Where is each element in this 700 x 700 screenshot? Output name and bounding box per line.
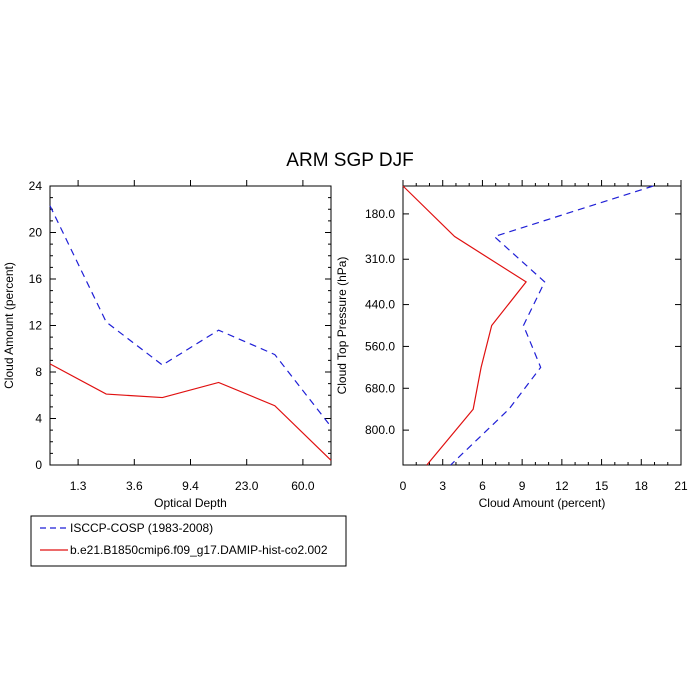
- right-xtick-label: 21: [674, 479, 688, 493]
- left-ytick-label: 24: [29, 179, 43, 193]
- right-plot-frame: [402, 185, 682, 466]
- left-xtick-label: 60.0: [291, 479, 315, 493]
- left-ytick-label: 0: [35, 458, 42, 472]
- right-xtick-label: 18: [635, 479, 649, 493]
- right-ytick-label: 680.0: [365, 381, 395, 395]
- right-ytick-label: 800.0: [365, 423, 395, 437]
- left-xtick-label: 1.3: [70, 479, 87, 493]
- left-xlabel: Optical Depth: [154, 496, 227, 510]
- left-series-line-model: [49, 363, 332, 461]
- right-ytick-label: 310.0: [365, 252, 395, 266]
- right-ylabel: Cloud Top Pressure (hPa): [335, 257, 349, 395]
- right-xlabel: Cloud Amount (percent): [479, 496, 606, 510]
- right-xtick-label: 0: [400, 479, 407, 493]
- right-ytick-label: 440.0: [365, 298, 395, 312]
- left-ylabel: Cloud Amount (percent): [2, 262, 16, 389]
- left-ytick-label: 4: [35, 412, 42, 426]
- left-series-line-obs: [49, 205, 332, 428]
- left-ytick-label: 16: [29, 272, 43, 286]
- left-plot-frame: [49, 185, 332, 466]
- right-ytick-label: 180.0: [365, 207, 395, 221]
- left-xtick-label: 3.6: [126, 479, 143, 493]
- right-xtick-label: 15: [595, 479, 609, 493]
- left-ytick-label: 12: [29, 319, 43, 333]
- right-series-line-obs: [450, 185, 654, 466]
- left-xtick-label: 9.4: [182, 479, 199, 493]
- left-ytick-label: 20: [29, 226, 43, 240]
- right-xtick-label: 3: [439, 479, 446, 493]
- chart-title: ARM SGP DJF: [286, 150, 413, 171]
- right-xtick-label: 9: [519, 479, 526, 493]
- legend-box: [30, 515, 347, 567]
- optical-depth-panel: Optical Depth Cloud Amount (percent) 0 4 8…: [2, 179, 332, 510]
- left-ytick-label: 8: [35, 365, 42, 379]
- left-xtick-label: 23.0: [235, 479, 259, 493]
- right-ytick-label: 560.0: [365, 339, 395, 353]
- right-series-line-model: [402, 185, 527, 466]
- right-xtick-label: 12: [555, 479, 569, 493]
- pressure-profile-panel: Cloud Amount (percent) Cloud Top Pressur…: [335, 180, 688, 510]
- legend: ISCCP-COSP (1983-2008) b.e21.B1850cmip6.…: [30, 515, 347, 567]
- right-xtick-label: 6: [479, 479, 486, 493]
- legend-label-obs: ISCCP-COSP (1983-2008): [70, 521, 213, 535]
- legend-label-model: b.e21.B1850cmip6.f09_g17.DAMIP-hist-co2.…: [70, 543, 328, 557]
